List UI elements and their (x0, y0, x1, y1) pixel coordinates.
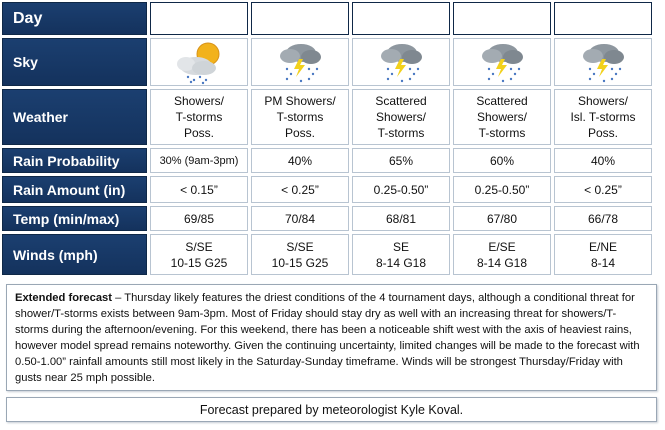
partly-cloudy-showers-icon (177, 42, 220, 85)
wind-speed: 8-14 (590, 255, 616, 270)
wind-direction: S/SE (185, 239, 213, 254)
wind-speed: 8-14 G18 (476, 255, 528, 270)
rain-probability-cell-mon: 40% (554, 148, 652, 173)
day-header-sun: Sun (453, 2, 551, 35)
sky-row: Sky (2, 38, 661, 86)
weather-line: Poss. (183, 126, 214, 140)
weather-line: Poss. (284, 126, 315, 140)
sky-cell-sat (352, 38, 450, 86)
rain-amount-row: Rain Amount (in) < 0.15” < 0.25” 0.25-0.… (2, 176, 661, 203)
weather-line: Poss. (587, 126, 618, 140)
weather-line: Showers/ (375, 110, 427, 124)
temp-cell-fri: 70/84 (251, 206, 349, 231)
thunderstorm-rain-icon (381, 44, 422, 83)
wind-direction: E/NE (588, 239, 617, 254)
weather-label: Weather (2, 89, 147, 145)
winds-cell-fri: S/SE 10-15 G25 (251, 234, 349, 275)
wind-speed: 10-15 G25 (271, 255, 329, 270)
weather-line: T-storms (377, 126, 425, 140)
weather-cell-sun: Scattered Showers/ T-storms (453, 89, 551, 145)
wind-direction: SE (392, 239, 409, 254)
rain-probability-cell-sun: 60% (453, 148, 551, 173)
weather-cell-mon: Showers/ Isl. T-storms Poss. (554, 89, 652, 145)
weather-line: T-storms (276, 110, 324, 124)
temp-cell-sun: 67/80 (453, 206, 551, 231)
temp-label: Temp (min/max) (2, 206, 147, 231)
weather-line: Isl. T-storms (570, 110, 636, 124)
thunderstorm-rain-icon (482, 44, 523, 83)
rain-probability-cell-thu: 30% (9am-3pm) (150, 148, 248, 173)
weather-line: PM Showers/ (264, 94, 336, 108)
wind-direction: S/SE (286, 239, 314, 254)
temp-row: Temp (min/max) 69/85 70/84 68/81 67/80 6… (2, 206, 661, 231)
winds-row: Winds (mph) S/SE 10-15 G25 S/SE 10-15 G2… (2, 234, 661, 275)
day-header-thu: Thu (150, 2, 248, 35)
day-header-mon: Mon (554, 2, 652, 35)
extended-forecast-text: – Thursday likely features the driest co… (15, 292, 640, 384)
winds-cell-sat: SE 8-14 G18 (352, 234, 450, 275)
sky-cell-fri (251, 38, 349, 86)
thunderstorm-rain-icon (280, 44, 321, 83)
sky-label: Sky (2, 38, 147, 86)
weather-line: Showers/ (173, 94, 225, 108)
day-header-fri: Fri (251, 2, 349, 35)
header-row: Day Thu Fri Sat Sun Mon (2, 2, 661, 35)
extended-forecast-title: Extended forecast (15, 292, 112, 304)
rain-amount-cell-sun: 0.25-0.50” (453, 176, 551, 203)
weather-cell-thu: Showers/ T-storms Poss. (150, 89, 248, 145)
sky-cell-mon (554, 38, 652, 86)
wind-speed: 10-15 G25 (170, 255, 228, 270)
rain-amount-cell-sat: 0.25-0.50” (352, 176, 450, 203)
winds-cell-thu: S/SE 10-15 G25 (150, 234, 248, 275)
rain-amount-cell-thu: < 0.15” (150, 176, 248, 203)
weather-line: Scattered (476, 94, 528, 108)
sky-cell-sun (453, 38, 551, 86)
temp-cell-thu: 69/85 (150, 206, 248, 231)
day-header-sat: Sat (352, 2, 450, 35)
weather-cell-sat: Scattered Showers/ T-storms (352, 89, 450, 145)
temp-cell-sat: 68/81 (352, 206, 450, 231)
forecast-table: Day Thu Fri Sat Sun Mon Sky (2, 2, 661, 275)
extended-forecast-box: Extended forecast – Thursday likely feat… (6, 284, 657, 391)
rain-probability-cell-sat: 65% (352, 148, 450, 173)
wind-direction: E/SE (488, 239, 516, 254)
weather-line: Showers/ (577, 94, 629, 108)
weather-line: T-storms (175, 110, 223, 124)
wind-speed: 8-14 G18 (375, 255, 427, 270)
weather-line: Scattered (375, 94, 427, 108)
winds-label: Winds (mph) (2, 234, 147, 275)
thunderstorm-rain-icon (583, 44, 624, 83)
day-header-label: Day (2, 2, 147, 35)
temp-cell-mon: 66/78 (554, 206, 652, 231)
rain-amount-cell-mon: < 0.25” (554, 176, 652, 203)
winds-cell-sun: E/SE 8-14 G18 (453, 234, 551, 275)
rain-amount-cell-fri: < 0.25” (251, 176, 349, 203)
weather-row: Weather Showers/ T-storms Poss. PM Showe… (2, 89, 661, 145)
sky-cell-thu (150, 38, 248, 86)
weather-line: T-storms (478, 126, 526, 140)
rain-probability-row: Rain Probability 30% (9am-3pm) 40% 65% 6… (2, 148, 661, 173)
rain-amount-label: Rain Amount (in) (2, 176, 147, 203)
winds-cell-mon: E/NE 8-14 (554, 234, 652, 275)
rain-probability-cell-fri: 40% (251, 148, 349, 173)
rain-probability-label: Rain Probability (2, 148, 147, 173)
weather-line: Showers/ (476, 110, 528, 124)
weather-cell-fri: PM Showers/ T-storms Poss. (251, 89, 349, 145)
forecast-credit: Forecast prepared by meteorologist Kyle … (6, 397, 657, 422)
